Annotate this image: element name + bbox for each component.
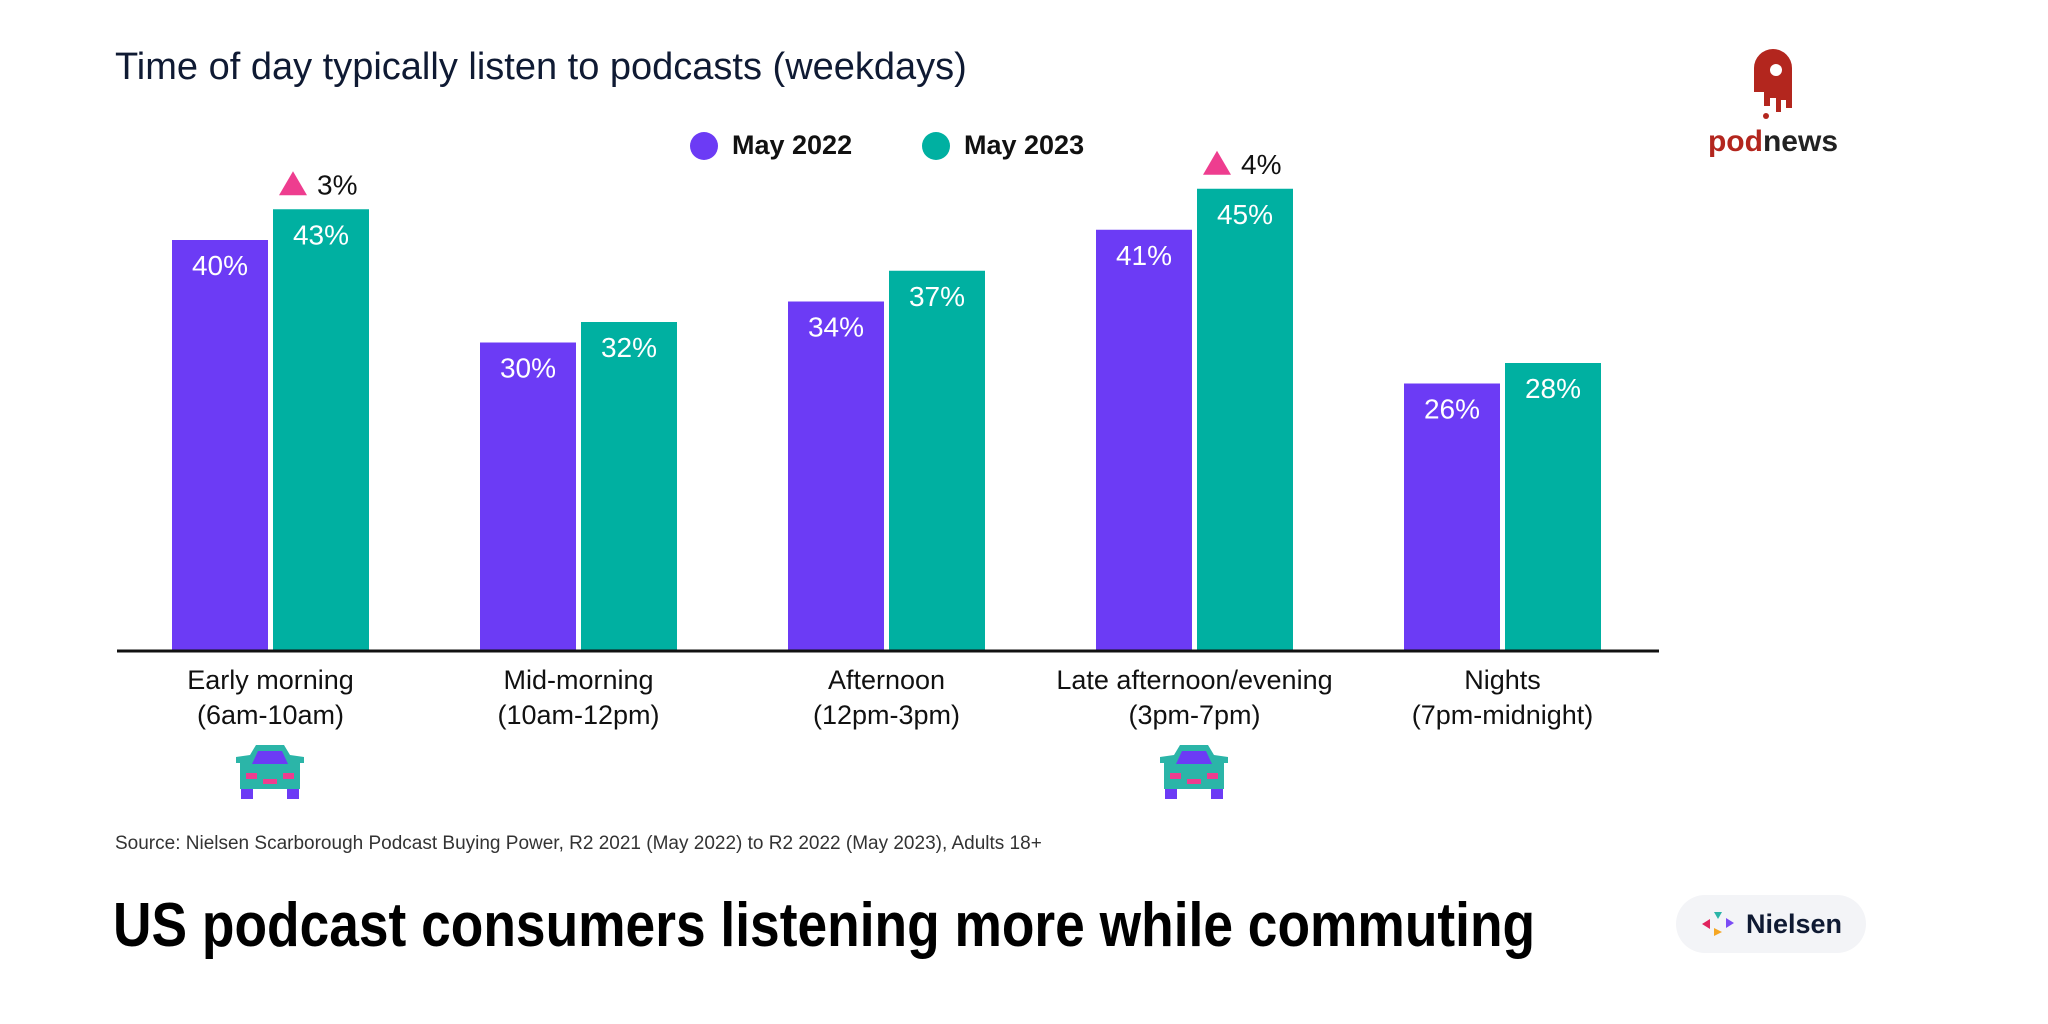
legend-item-2023: May 2023 [922,130,1084,161]
source-note: Source: Nielsen Scarborough Podcast Buyi… [115,833,1042,854]
data-label: 28% [1525,373,1581,404]
category-label: Late afternoon/evening [1056,665,1332,695]
data-label: 37% [909,281,965,312]
legend-label: May 2023 [964,130,1085,160]
bar-chart: 40% 43% Early morning (6am-10am) 30% 32% Mid-m… [117,149,1659,799]
nielsen-wordmark: Nielsen [1745,908,1843,939]
podnews-mark-icon [1754,49,1792,119]
category-label: Nights [1464,665,1541,695]
data-label: 30% [500,353,556,384]
bar [480,342,576,650]
bar [788,301,884,650]
data-label: 34% [808,312,864,343]
change-annotation: 4% [1241,149,1281,180]
triangle-up-icon [1203,150,1231,175]
legend-item-2022: May 2022 [690,130,852,161]
bar [172,240,268,650]
data-label: 43% [293,219,349,250]
podnews-logo: podnews [1698,48,1848,159]
legend-swatch [922,131,950,160]
chart-title: Time of day typically listen to podcasts… [115,46,967,88]
bar [1404,383,1500,650]
category-label: (6am-10am) [197,700,344,730]
category-label: (3pm-7pm) [1128,700,1260,730]
category-label: (10am-12pm) [497,700,659,730]
category-label: (12pm-3pm) [813,700,960,730]
nielsen-mark-icon [1701,912,1734,936]
data-label: 26% [1424,394,1480,425]
data-label: 32% [601,332,657,363]
car-icon [1160,745,1228,799]
data-label: 41% [1116,240,1172,271]
bar [581,322,677,650]
category-label: Afternoon [828,665,945,695]
bar [273,209,369,650]
data-label: 45% [1217,199,1273,230]
category-label: (7pm-midnight) [1412,700,1594,730]
legend-label: May 2022 [732,130,853,160]
triangle-up-icon [279,171,307,196]
car-icon [236,745,304,799]
category-label: Early morning [187,665,354,695]
category-label: Mid-morning [503,665,653,695]
bar [1197,188,1293,650]
legend-swatch [690,131,718,160]
headline: US podcast consumers listening more whil… [113,891,1536,960]
bar [1096,229,1192,650]
bar [889,270,985,650]
nielsen-logo: Nielsen [1676,895,1866,953]
change-annotation: 3% [317,169,357,200]
bar [1505,363,1601,650]
data-label: 40% [192,250,248,281]
